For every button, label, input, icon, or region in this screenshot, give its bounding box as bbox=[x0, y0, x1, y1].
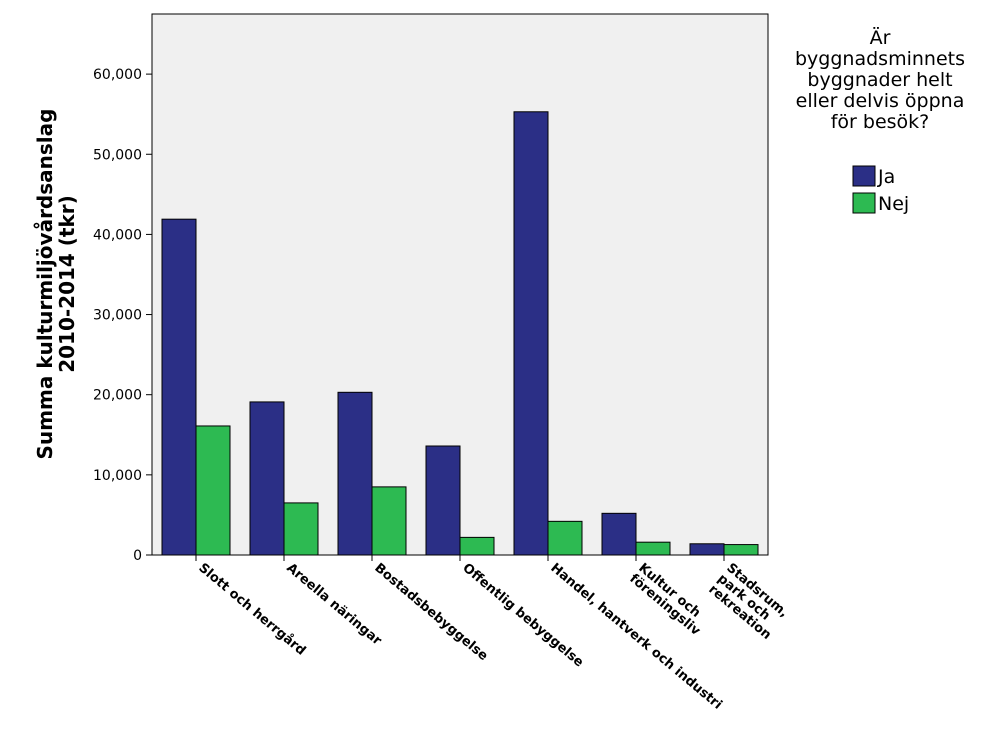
bar-ja-6 bbox=[689, 543, 725, 556]
y-tick-label: 50,000 bbox=[93, 147, 142, 163]
bar-ja-1 bbox=[249, 401, 285, 556]
y-axis-label-line: 2010-2014 (tkr) bbox=[55, 195, 79, 373]
x-tick-label-line: Areella näringar bbox=[283, 561, 384, 649]
y-tick-label: 40,000 bbox=[93, 227, 142, 243]
y-tick-label: 60,000 bbox=[93, 67, 142, 83]
legend-title-line: för besök? bbox=[831, 111, 930, 133]
bar-ja-3 bbox=[425, 445, 461, 556]
bar-ja-0 bbox=[161, 218, 197, 556]
legend-title-line: byggnadsminnets bbox=[795, 48, 965, 70]
y-axis-label-line: Summa kulturmiljövårdsanslag bbox=[33, 109, 57, 460]
y-tick-label: 30,000 bbox=[93, 308, 142, 324]
bar-ja-5 bbox=[601, 512, 637, 556]
legend-title-line: Är bbox=[870, 26, 891, 49]
bar-nej-4 bbox=[547, 520, 583, 556]
y-tick-label: 10,000 bbox=[93, 468, 142, 484]
x-tick-label: Stadsrum,park ochrekreation bbox=[705, 561, 791, 643]
legend-label-ja: Ja bbox=[877, 166, 895, 188]
bar-nej-0 bbox=[195, 425, 231, 556]
bar-ja-2 bbox=[337, 391, 373, 556]
legend-swatch-nej bbox=[852, 192, 876, 214]
legend-title-line: eller delvis öppna bbox=[796, 90, 965, 112]
bar-nej-2 bbox=[371, 486, 407, 556]
bar-nej-3 bbox=[459, 536, 495, 556]
y-tick-label: 0 bbox=[133, 548, 142, 564]
y-axis-label: Summa kulturmiljövårdsanslag2010-2014 (t… bbox=[33, 109, 79, 460]
bar-nej-1 bbox=[283, 502, 319, 556]
bar-ja-4 bbox=[513, 111, 549, 556]
y-tick-label: 20,000 bbox=[93, 388, 142, 404]
legend-swatch-ja bbox=[852, 165, 876, 187]
legend-title-line: byggnader helt bbox=[807, 69, 952, 91]
bar-nej-6 bbox=[723, 544, 759, 556]
x-tick-label: Kultur ochföreningsliv bbox=[626, 561, 712, 640]
bar-nej-5 bbox=[635, 541, 671, 556]
x-tick-label: Areella näringar bbox=[283, 561, 384, 649]
legend-label-nej: Nej bbox=[878, 193, 909, 215]
y-axis: 0 10,000 20,000 30,000 40,000 50,000 60,000 bbox=[93, 67, 152, 564]
bars bbox=[161, 111, 759, 556]
